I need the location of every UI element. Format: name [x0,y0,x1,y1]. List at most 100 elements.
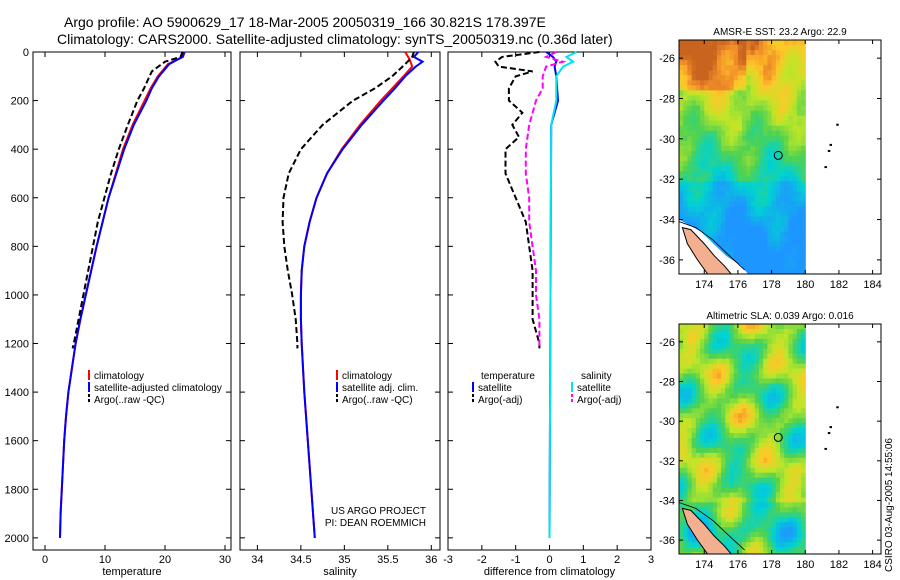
sst-map-cell [716,145,722,152]
sla-map-cell [687,393,693,399]
sst-map-cell [700,196,705,202]
sst-map-cell [742,130,747,137]
sla-map-cell [788,462,794,469]
sla-map-cell [691,542,697,548]
sla-map-cell [788,497,794,504]
sst-map-cell [788,181,794,187]
sst-map-cell [746,251,752,258]
sla-map-cell [721,343,726,350]
sla-map-cell [716,522,722,528]
sst-map-cell [780,191,785,197]
sla-map-cell [767,542,773,548]
sst-map-cell [708,50,714,56]
sst-map-cell [733,80,739,86]
sst-map-cell [754,125,760,132]
sst-map-cell [683,90,688,96]
sst-map-cell [712,186,718,192]
sst-map-cell [784,85,789,91]
sst-map-cell [759,186,764,192]
sla-map-cell [725,423,731,429]
sla-map-cell [683,413,688,419]
sla-map-cell [700,512,705,518]
sst-map-cell [725,60,731,66]
sla-map-cell [742,492,747,499]
sst-map-cell [704,60,710,66]
sla-map-cell [754,497,760,504]
salinity-profile-series-argo-raw-qc- [281,51,415,349]
temperature-profile-series-satellite-adjusted-climatology [59,51,186,538]
sla-map-cell [695,333,701,340]
sst-map-cell [683,100,688,107]
sla-map-cell [746,443,752,449]
sst-map-cell [733,40,739,46]
sst-map-cell [746,272,752,274]
sst-map-cell [750,85,756,91]
sst-map-cell [788,55,794,61]
sla-map-cell [796,428,802,434]
sst-map-cell [687,221,693,228]
sst-map-cell [704,120,710,127]
sst-map-cell [788,145,794,152]
sla-map-cell [708,482,714,489]
sla-map-cell [721,438,726,444]
sla-map-cell [687,423,693,429]
sla-map-cell [767,393,773,399]
sla-map-cell [792,348,798,355]
sst-map-cell [742,50,747,56]
sst-map-cell [801,110,806,117]
sst-map-cell [704,40,710,46]
sla-map-cell [763,542,768,548]
sla-map-cell [725,358,731,365]
sla-map-cell [737,398,743,404]
sst-map-cell [700,40,705,46]
sst-map-cell [759,60,764,66]
sla-map-cell [796,423,802,429]
sla-map-cell [700,329,705,335]
sst-map-cell [775,95,781,102]
sla-map-cell [737,472,743,479]
sla-map-cell [687,502,693,508]
sla-map-cell [716,438,722,444]
sla-map-cell [763,433,768,439]
sst-map-cell [792,186,798,192]
sla-map-cell [729,482,735,489]
sla-map-cell [716,423,722,429]
sla-map-cell [775,373,781,380]
sst-map-argo-float-marker [773,150,783,160]
sst-map-cell [750,100,756,107]
sst-map-cell [725,65,731,71]
sla-map-cell [725,462,731,469]
sst-map-cell [775,135,781,142]
sla-map-cell [784,423,789,429]
sst-map-cell [700,55,705,61]
sst-map-cell [691,85,697,91]
sla-map-cell [759,452,764,459]
sla-map-cell [708,413,714,419]
sla-map-cell [700,438,705,444]
sst-map-cell [729,95,735,102]
depth-tick-label: 800 [11,241,29,253]
sla-map-cell [780,373,785,380]
sst-map-cell [742,181,747,187]
sst-map-cell [775,110,781,117]
sla-map-cell [700,418,705,424]
sst-map-cell [796,110,802,117]
sst-map-cell [771,216,777,223]
sla-map-panel: 174 176 178 180 182 184-26-28-30-32-34-36Alti… [659,311,882,571]
sst-map-cell [683,120,688,127]
sla-map-cell [784,527,789,533]
sst-map-cell [687,95,693,102]
sla-map-cell [754,547,760,553]
sla-map-cell [754,338,760,345]
sst-map-cell [746,130,752,137]
sst-map-cell [712,120,718,127]
sla-map-cell [737,383,743,390]
salinity-profile-legend-label: Argo(..raw -QC) [342,395,413,406]
sst-map-cell [780,221,785,228]
sla-map-cell [716,373,722,380]
sst-map-cell [729,140,735,147]
sla-map-cell [792,532,798,538]
sla-map-cell [721,403,726,409]
sla-map-cell [725,542,731,548]
sst-map-cell [792,181,798,187]
